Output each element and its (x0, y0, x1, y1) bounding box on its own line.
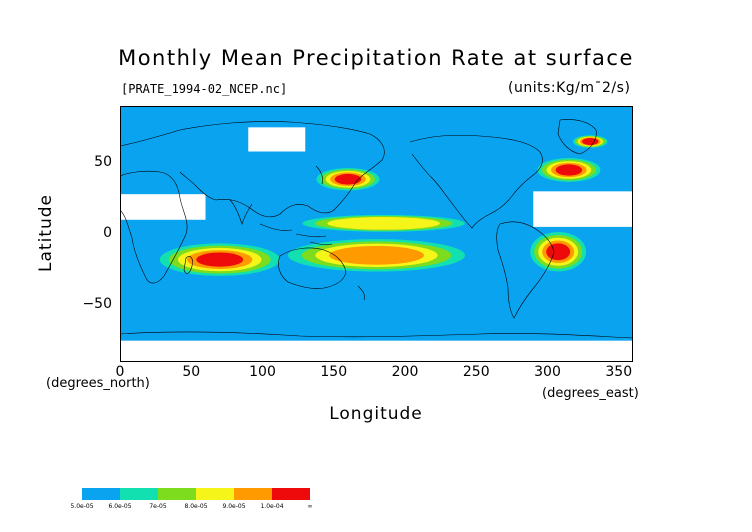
chart-title: Monthly Mean Precipitation Rate at surfa… (118, 46, 634, 70)
colorbar-label: ∞ (307, 503, 313, 510)
x-tick-label: 300 (534, 364, 561, 380)
x-tick-label: 100 (249, 364, 276, 380)
coast-japan (315, 165, 323, 185)
coastlines (120, 119, 633, 339)
file-label: [PRATE_1994-02_NCEP.nc] (121, 82, 288, 96)
colorbar-swatch (82, 488, 120, 500)
y-tick-label: −50 (82, 296, 112, 313)
coast-australia (278, 247, 347, 289)
x-axis-unit: (degrees_east) (542, 386, 639, 401)
coast-north-america (409, 134, 543, 229)
precipitation-map (120, 106, 633, 362)
precip-contour (329, 245, 424, 265)
coast-eurasia (120, 121, 385, 218)
precip-contour (334, 173, 362, 185)
colorbar-swatch (234, 488, 272, 500)
x-tick-label: 250 (462, 364, 490, 380)
colorbar-label: 8.0e-05 (184, 503, 208, 510)
map-frame (120, 106, 633, 362)
coast-south-america (496, 221, 555, 319)
x-tick-label: 50 (182, 364, 201, 380)
precip-contour (546, 243, 571, 261)
colorbar-swatch (158, 488, 196, 500)
y-axis-unit: (degrees_north) (46, 376, 150, 391)
coast-india (229, 199, 253, 225)
colorbar-label: 9.0e-05 (222, 503, 246, 510)
colorbar-swatch (196, 488, 234, 500)
units-label: (units:Kg/m¯2/s) (508, 80, 631, 96)
colorbar-label: 5.0e-05 (70, 503, 94, 510)
y-tick-label: 50 (94, 153, 112, 170)
colorbar-label: 6.0e-05 (108, 503, 132, 510)
colorbar (82, 488, 310, 500)
missing-data-layer (120, 127, 633, 362)
x-tick-label: 0 (115, 364, 125, 380)
coast-africa (120, 170, 188, 284)
precip-contour (196, 252, 244, 267)
y-tick-label: 0 (103, 225, 112, 241)
missing-data-region (120, 194, 206, 220)
x-tick-label: 150 (320, 364, 348, 380)
precipitation-layer (159, 135, 608, 276)
coast-greenland (557, 119, 597, 155)
coast-nz (357, 285, 365, 301)
precip-contour (555, 164, 583, 176)
colorbar-swatch (272, 488, 310, 500)
precip-contour (582, 138, 599, 146)
missing-data-region (533, 191, 633, 227)
y-axis-title: Latitude (36, 194, 56, 272)
colorbar-swatch (120, 488, 158, 500)
precip-contour (327, 216, 440, 230)
coast-madagascar (183, 256, 193, 274)
coast-indonesia (259, 223, 333, 246)
missing-data-region (120, 340, 633, 362)
x-tick-label: 350 (605, 364, 633, 380)
x-tick-label: 200 (391, 364, 419, 380)
colorbar-label: 1.0e-04 (260, 503, 284, 510)
x-axis-title: Longitude (329, 404, 423, 424)
colorbar-label: 7e-05 (149, 503, 167, 510)
missing-data-region (248, 127, 306, 152)
coast-antarctica (120, 331, 633, 339)
